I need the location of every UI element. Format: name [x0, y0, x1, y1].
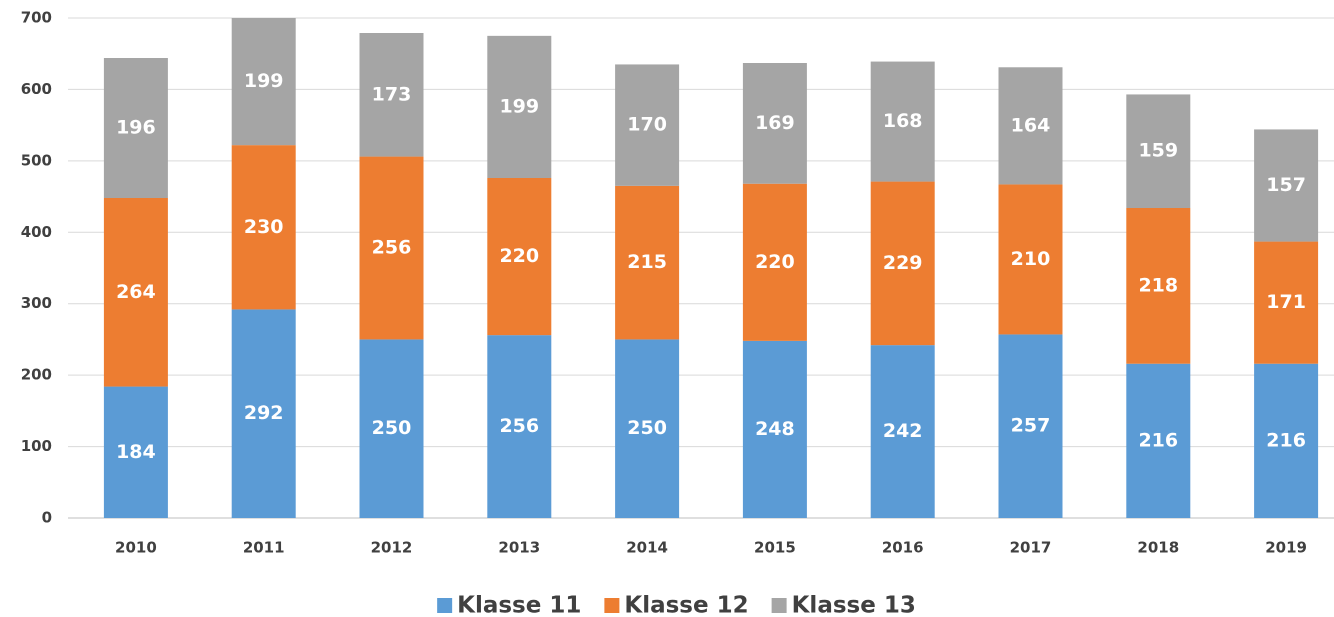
- bar-segment: [103, 198, 168, 387]
- legend-swatch: [771, 598, 787, 613]
- x-tick-label: 2018: [1137, 539, 1179, 557]
- y-tick-label: 400: [21, 223, 52, 241]
- bar-segment: [1126, 208, 1191, 364]
- data-label: 168: [883, 110, 923, 132]
- x-tick-label: 2019: [1265, 539, 1307, 557]
- data-label: 229: [883, 252, 923, 274]
- data-label: 256: [499, 415, 539, 437]
- data-label: 173: [372, 83, 412, 105]
- data-label: 218: [1138, 274, 1178, 296]
- bar-segment: [870, 61, 935, 182]
- data-label: 250: [627, 417, 667, 439]
- data-label: 220: [755, 251, 795, 273]
- legend-label: Klasse 11: [457, 593, 581, 617]
- data-label: 242: [883, 420, 923, 442]
- bar-segment: [359, 339, 424, 518]
- y-tick-label: 0: [42, 509, 52, 527]
- data-label: 210: [1011, 248, 1051, 270]
- bar-segment: [487, 178, 552, 336]
- x-tick-label: 2017: [1010, 539, 1052, 557]
- y-tick-label: 500: [21, 151, 52, 169]
- bar-segment: [487, 35, 552, 178]
- data-label: 230: [244, 216, 284, 238]
- data-label: 184: [116, 441, 156, 463]
- legend-label: Klasse 12: [624, 593, 748, 617]
- data-label: 215: [627, 251, 667, 273]
- data-label: 199: [244, 70, 284, 92]
- x-tick-label: 2012: [371, 539, 413, 557]
- data-label: 159: [1138, 140, 1178, 162]
- y-tick-label: 300: [21, 294, 52, 312]
- bar-segment: [359, 33, 424, 157]
- bar-segment: [1254, 363, 1319, 518]
- x-tick-label: 2013: [498, 539, 540, 557]
- labels: 0 100 200 300 400 500 600 700 2010 184 264 196 2011 2…: [21, 9, 1307, 617]
- data-label: 157: [1266, 174, 1306, 196]
- data-label: 171: [1266, 291, 1306, 313]
- data-label: 248: [755, 418, 795, 440]
- y-tick-label: 700: [21, 9, 52, 27]
- y-tick-label: 200: [21, 366, 52, 384]
- bar-segment: [615, 339, 680, 518]
- legend-swatch: [604, 598, 620, 613]
- bar-segment: [231, 18, 296, 146]
- bar-segment: [615, 64, 680, 186]
- x-tick-label: 2015: [754, 539, 796, 557]
- data-label: 169: [755, 112, 795, 134]
- bar-segment: [231, 309, 296, 518]
- x-tick-label: 2011: [243, 539, 285, 557]
- bar-segment: [615, 185, 680, 340]
- bar-segment: [742, 340, 807, 518]
- legend-swatch: [437, 598, 453, 613]
- x-tick-label: 2016: [882, 539, 924, 557]
- data-label: 292: [244, 402, 284, 424]
- bar-segment: [487, 335, 552, 518]
- bar-segment: [998, 184, 1063, 335]
- bars: [103, 18, 1319, 518]
- bar-segment: [870, 181, 935, 346]
- bar-segment: [742, 183, 807, 341]
- bar-segment: [103, 58, 168, 198]
- data-label: 264: [116, 281, 156, 303]
- bar-segment: [231, 145, 296, 310]
- data-label: 216: [1266, 429, 1306, 451]
- bar-segment: [1126, 363, 1191, 518]
- data-label: 164: [1011, 114, 1051, 136]
- data-label: 216: [1138, 429, 1178, 451]
- data-label: 250: [372, 417, 412, 439]
- bar-segment: [103, 386, 168, 518]
- x-tick-label: 2010: [115, 539, 157, 557]
- y-tick-label: 100: [21, 437, 52, 455]
- data-label: 256: [372, 237, 412, 259]
- bar-segment: [1254, 241, 1319, 364]
- legend-label: Klasse 13: [792, 593, 916, 617]
- bar-segment: [870, 345, 935, 518]
- bar-segment: [1126, 94, 1191, 208]
- data-label: 199: [499, 95, 539, 117]
- bar-segment: [998, 67, 1063, 185]
- y-tick-label: 600: [21, 80, 52, 98]
- x-tick-label: 2014: [626, 539, 668, 557]
- data-label: 220: [499, 245, 539, 267]
- bar-segment: [1254, 129, 1319, 242]
- data-label: 257: [1011, 415, 1051, 437]
- bar-segment: [742, 63, 807, 184]
- bar-segment: [998, 334, 1063, 518]
- bar-segment: [359, 156, 424, 340]
- data-label: 170: [627, 114, 667, 136]
- data-label: 196: [116, 117, 156, 139]
